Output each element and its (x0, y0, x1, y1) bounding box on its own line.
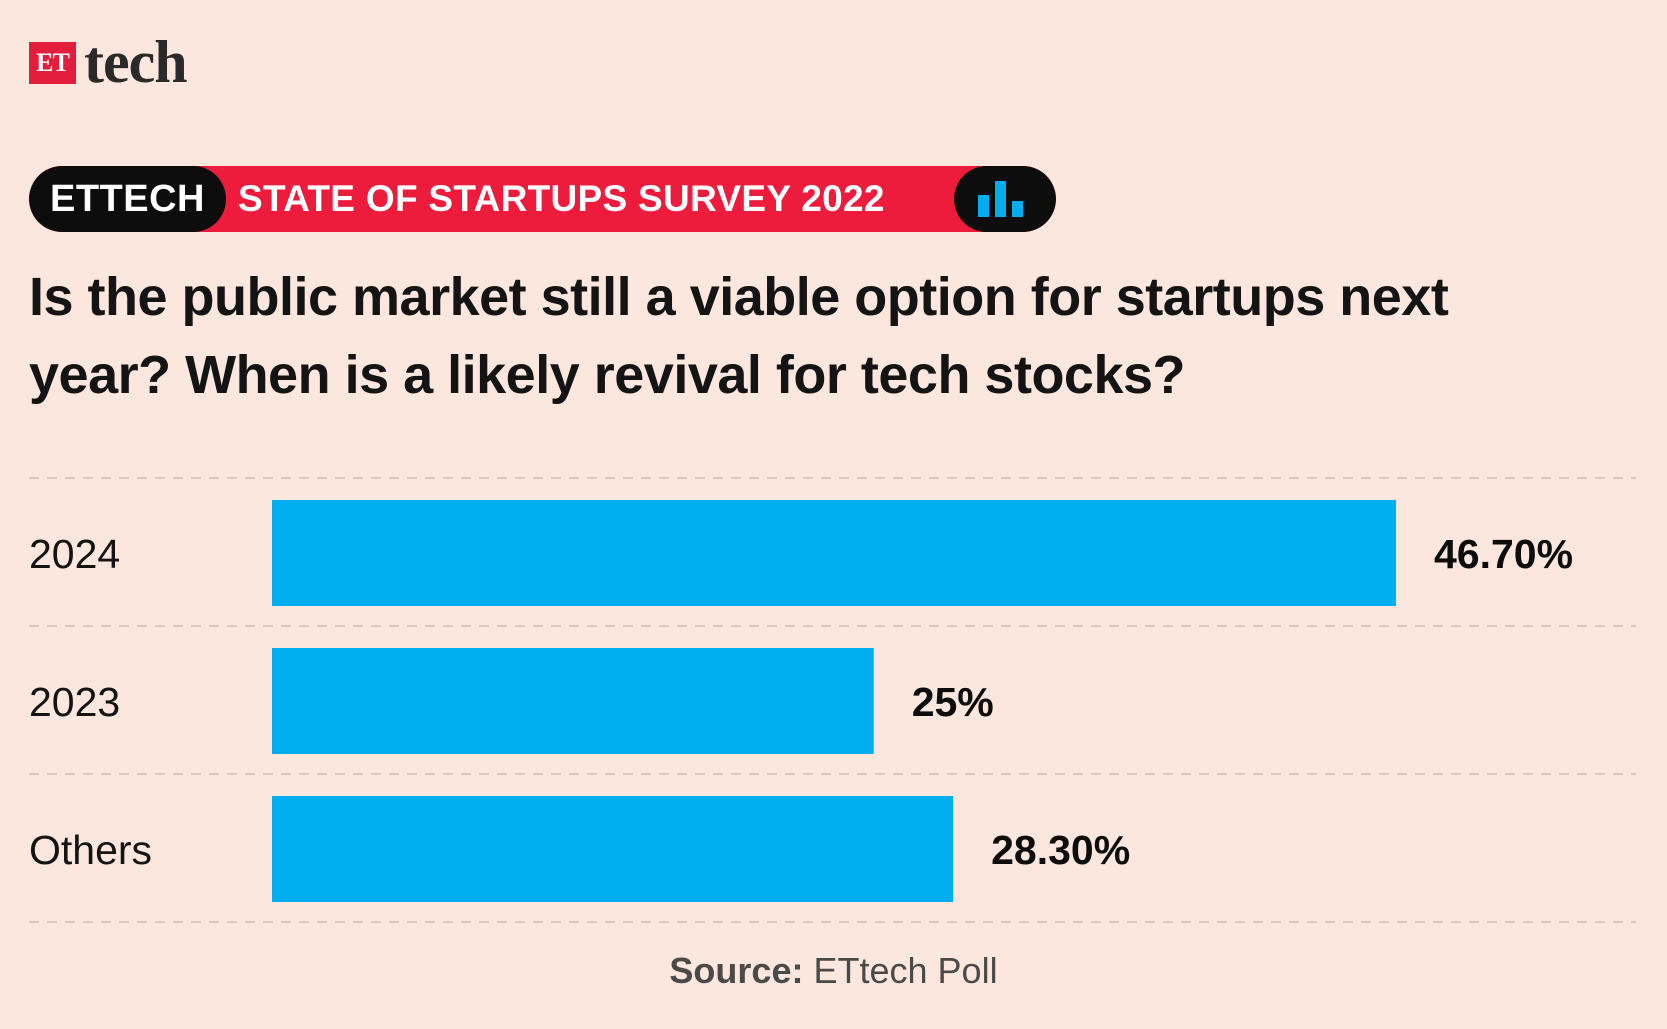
value-label: 25% (912, 679, 994, 725)
tech-logo-text: tech (84, 29, 188, 95)
banner-title: STATE OF STARTUPS SURVEY 2022 (238, 178, 885, 219)
category-label: Others (29, 827, 152, 873)
chart-question-title: Is the public market still a viable opti… (29, 267, 1449, 405)
value-label: 46.70% (1434, 531, 1573, 577)
banner-brand-label: ETTECH (29, 166, 226, 232)
source-note: Source: ETtech Poll (0, 950, 1667, 992)
bar-2023 (272, 648, 874, 754)
source-text: ETtech Poll (813, 950, 998, 991)
category-label: 2023 (29, 679, 120, 725)
category-label: 2024 (29, 531, 120, 577)
banner-icon-badge (954, 166, 1056, 232)
source-label: Source: (669, 950, 804, 991)
survey-banner: ETTECH STATE OF STARTUPS SURVEY 2022 (29, 166, 1056, 232)
bar-chart-icon (978, 181, 1023, 217)
bar-others (272, 796, 954, 902)
bar-2024 (272, 500, 1396, 606)
value-label: 28.30% (991, 827, 1130, 873)
et-logo-mark: ET (29, 42, 76, 84)
